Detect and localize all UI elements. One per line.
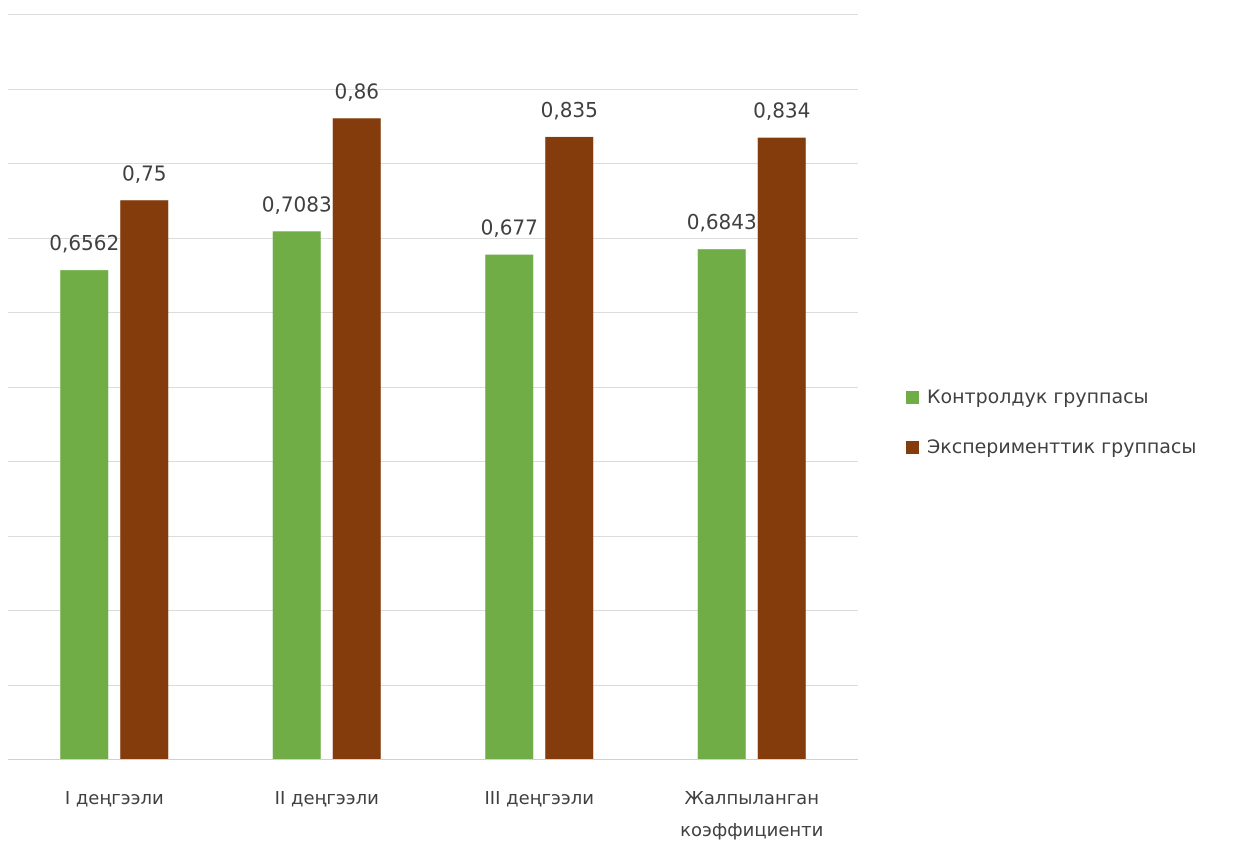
- legend-swatch-experimental: [906, 440, 919, 454]
- data-label-experimental-1: 0,75: [122, 161, 167, 185]
- bar-control-3: [485, 254, 534, 759]
- legend: Контролдук группасы Эксперименттик групп…: [906, 380, 1196, 480]
- legend-label-experimental: Эксперименттик группасы: [927, 436, 1197, 458]
- category-label-3: III деңгээли: [485, 788, 594, 809]
- bar-experimental-3: [545, 136, 594, 760]
- data-label-experimental-4: 0,834: [753, 99, 810, 123]
- legend-swatch-control: [906, 390, 919, 404]
- data-label-control-2: 0,7083: [262, 192, 332, 216]
- data-label-experimental-2: 0,86: [334, 79, 379, 103]
- data-label-control-3: 0,677: [481, 216, 538, 240]
- category-label-4: коэффициенти: [680, 820, 823, 841]
- bar-control-4: [697, 249, 746, 759]
- data-label-control-4: 0,6843: [687, 210, 757, 234]
- bar-experimental-2: [332, 118, 381, 760]
- category-label-4: Жалпыланган: [685, 788, 819, 809]
- data-label-control-1: 0,6562: [49, 231, 119, 255]
- bar-experimental-4: [757, 137, 806, 760]
- category-label-1: I деңгээли: [65, 788, 164, 809]
- legend-label-control: Контролдук группасы: [927, 386, 1149, 408]
- bar-control-2: [272, 231, 321, 759]
- category-label-2: II деңгээли: [275, 788, 379, 809]
- data-label-experimental-3: 0,835: [541, 98, 598, 122]
- data-labels: 0,6562 0,75 0,7083 0,86 0,677 0,835 0,6843 0,83…: [49, 79, 810, 255]
- bar-control-1: [60, 270, 109, 759]
- category-labels: I деңгээли II деңгээли III деңгээли Жалпыла…: [65, 788, 824, 841]
- legend-item-control: Контролдук группасы: [906, 380, 1196, 414]
- bars: [60, 118, 806, 760]
- bar-experimental-1: [120, 200, 169, 759]
- legend-item-experimental: Эксперименттик группасы: [906, 430, 1196, 464]
